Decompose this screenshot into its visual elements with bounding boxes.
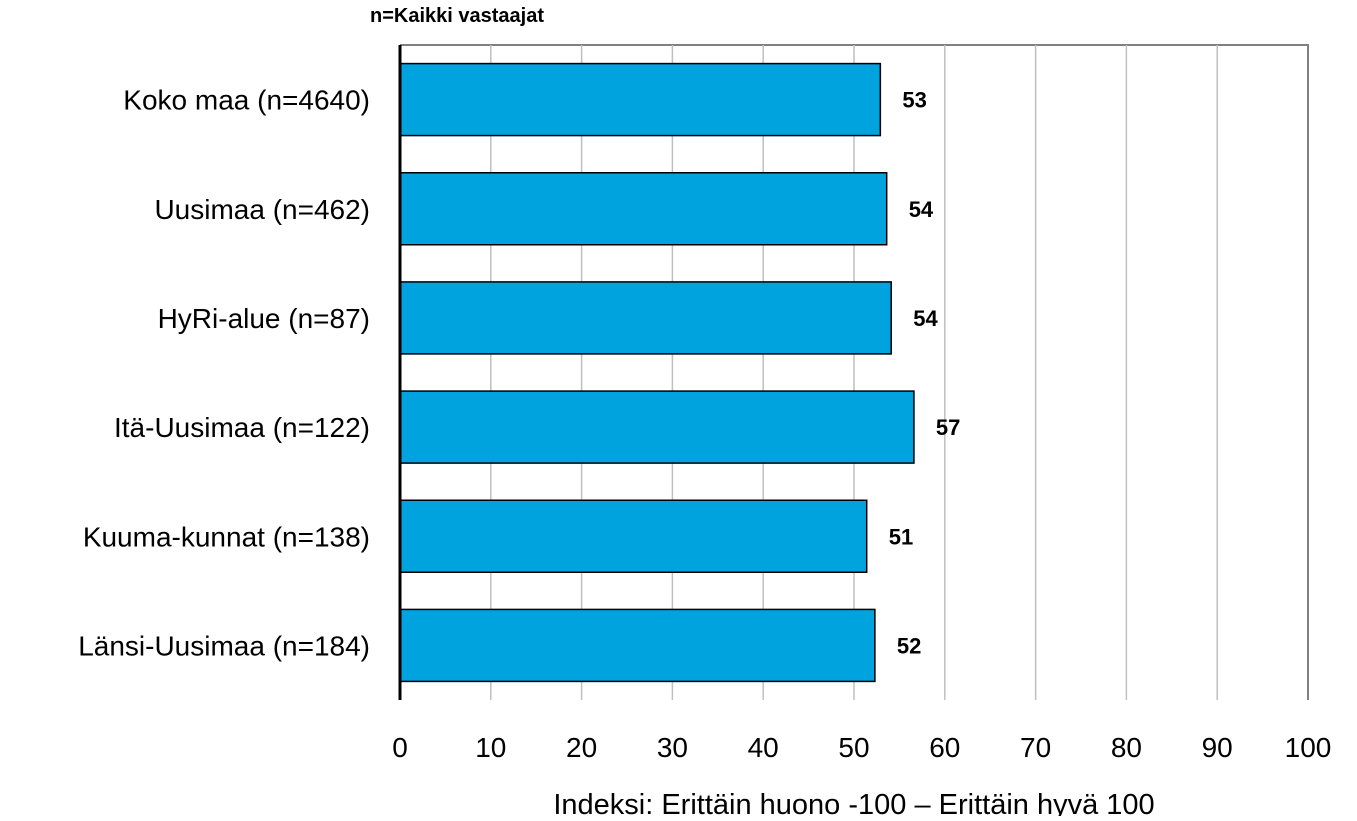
chart-subtitle: n=Kaikki vastaajat (370, 5, 544, 27)
category-label: Länsi-Uusimaa (n=184) (78, 630, 370, 661)
bar (399, 390, 915, 464)
category-label: Itä-Uusimaa (n=122) (114, 412, 370, 443)
bar (399, 499, 868, 573)
x-tick-label: 60 (929, 732, 960, 763)
x-tick-label: 30 (657, 732, 688, 763)
x-tick-label: 10 (475, 732, 506, 763)
x-axis-title: Indeksi: Erittäin huono -100 – Erittäin … (553, 789, 1154, 816)
x-tick-label: 0 (392, 732, 408, 763)
data-label: 54 (909, 197, 934, 222)
bar (399, 62, 882, 137)
data-label: 51 (889, 524, 913, 549)
bar (399, 608, 876, 683)
x-tick-label: 90 (1202, 732, 1233, 763)
category-label: Uusimaa (n=462) (154, 194, 370, 225)
data-label: 53 (902, 88, 926, 113)
x-tick-label: 20 (566, 732, 597, 763)
category-label: Kuuma-kunnat (n=138) (83, 521, 370, 552)
category-label: HyRi-alue (n=87) (158, 303, 370, 334)
data-label: 52 (897, 633, 921, 658)
x-tick-label: 70 (1020, 732, 1051, 763)
category-label: Koko maa (n=4640) (123, 85, 370, 116)
x-tick-label: 40 (748, 732, 779, 763)
plot-frame (400, 44, 1309, 700)
x-tick-label: 100 (1285, 732, 1332, 763)
data-label: 54 (913, 306, 938, 331)
data-label: 57 (936, 415, 960, 440)
bar (399, 172, 888, 246)
x-tick-label: 80 (1111, 732, 1142, 763)
x-tick-label: 50 (838, 732, 869, 763)
bar (399, 281, 892, 355)
